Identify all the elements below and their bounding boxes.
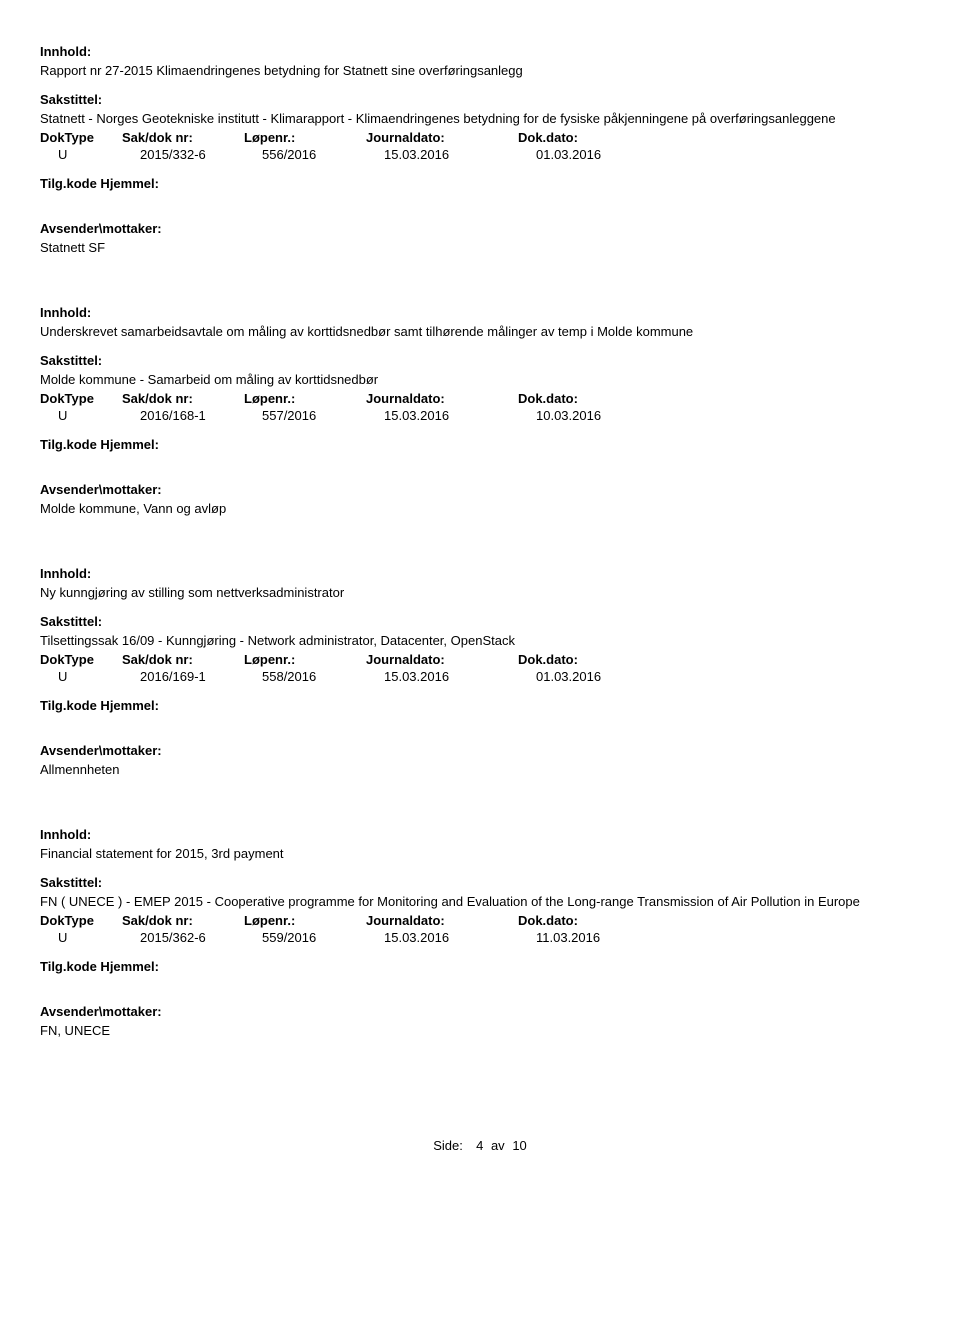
- col-dokdato: Dok.dato:: [518, 130, 638, 145]
- avsender-label: Avsender\mottaker:: [40, 482, 920, 497]
- innhold-text: Ny kunngjøring av stilling som nettverks…: [40, 585, 920, 600]
- innhold-text: Financial statement for 2015, 3rd paymen…: [40, 846, 920, 861]
- val-journal: 15.03.2016: [384, 147, 524, 162]
- val-journal: 15.03.2016: [384, 669, 524, 684]
- column-values: U 2015/362-6 559/2016 15.03.2016 11.03.2…: [40, 930, 920, 945]
- sakstittel-label: Sakstittel:: [40, 92, 920, 107]
- col-sakdok: Sak/dok nr:: [122, 913, 232, 928]
- journal-record: Innhold: Underskrevet samarbeidsavtale o…: [40, 305, 920, 516]
- val-doktype: U: [40, 669, 128, 684]
- innhold-label: Innhold:: [40, 44, 920, 59]
- col-doktype: DokType: [40, 391, 110, 406]
- page-number: 4: [476, 1138, 483, 1153]
- tilgkode-label: Tilg.kode Hjemmel:: [40, 698, 920, 713]
- col-lopenr: Løpenr.:: [244, 913, 354, 928]
- sakstittel-label: Sakstittel:: [40, 614, 920, 629]
- col-journal: Journaldato:: [366, 130, 506, 145]
- val-dokdato: 10.03.2016: [536, 408, 656, 423]
- column-values: U 2015/332-6 556/2016 15.03.2016 01.03.2…: [40, 147, 920, 162]
- column-headers: DokType Sak/dok nr: Løpenr.: Journaldato…: [40, 913, 920, 928]
- val-doktype: U: [40, 147, 128, 162]
- avsender-text: Statnett SF: [40, 240, 920, 255]
- val-sakdok: 2015/362-6: [140, 930, 250, 945]
- tilgkode-label: Tilg.kode Hjemmel:: [40, 959, 920, 974]
- avsender-label: Avsender\mottaker:: [40, 1004, 920, 1019]
- col-lopenr: Løpenr.:: [244, 652, 354, 667]
- val-lopenr: 557/2016: [262, 408, 372, 423]
- avsender-label: Avsender\mottaker:: [40, 743, 920, 758]
- sakstittel-text: FN ( UNECE ) - EMEP 2015 - Cooperative p…: [40, 894, 920, 909]
- col-sakdok: Sak/dok nr:: [122, 652, 232, 667]
- col-sakdok: Sak/dok nr:: [122, 130, 232, 145]
- journal-record: Innhold: Financial statement for 2015, 3…: [40, 827, 920, 1038]
- col-dokdato: Dok.dato:: [518, 652, 638, 667]
- column-values: U 2016/169-1 558/2016 15.03.2016 01.03.2…: [40, 669, 920, 684]
- val-doktype: U: [40, 408, 128, 423]
- sakstittel-text: Molde kommune - Samarbeid om måling av k…: [40, 372, 920, 387]
- innhold-label: Innhold:: [40, 305, 920, 320]
- val-sakdok: 2015/332-6: [140, 147, 250, 162]
- sakstittel-text: Tilsettingssak 16/09 - Kunngjøring - Net…: [40, 633, 920, 648]
- col-journal: Journaldato:: [366, 391, 506, 406]
- total-pages: 10: [512, 1138, 526, 1153]
- journal-record: Innhold: Ny kunngjøring av stilling som …: [40, 566, 920, 777]
- val-journal: 15.03.2016: [384, 930, 524, 945]
- val-dokdato: 01.03.2016: [536, 669, 656, 684]
- val-lopenr: 559/2016: [262, 930, 372, 945]
- avsender-text: Allmennheten: [40, 762, 920, 777]
- col-lopenr: Løpenr.:: [244, 391, 354, 406]
- val-lopenr: 558/2016: [262, 669, 372, 684]
- col-doktype: DokType: [40, 652, 110, 667]
- col-dokdato: Dok.dato:: [518, 391, 638, 406]
- col-journal: Journaldato:: [366, 913, 506, 928]
- sakstittel-label: Sakstittel:: [40, 875, 920, 890]
- col-doktype: DokType: [40, 913, 110, 928]
- column-headers: DokType Sak/dok nr: Løpenr.: Journaldato…: [40, 130, 920, 145]
- innhold-label: Innhold:: [40, 566, 920, 581]
- tilgkode-label: Tilg.kode Hjemmel:: [40, 176, 920, 191]
- journal-record: Innhold: Rapport nr 27-2015 Klimaendring…: [40, 44, 920, 255]
- val-sakdok: 2016/168-1: [140, 408, 250, 423]
- avsender-text: Molde kommune, Vann og avløp: [40, 501, 920, 516]
- col-dokdato: Dok.dato:: [518, 913, 638, 928]
- val-sakdok: 2016/169-1: [140, 669, 250, 684]
- avsender-label: Avsender\mottaker:: [40, 221, 920, 236]
- sakstittel-label: Sakstittel:: [40, 353, 920, 368]
- col-journal: Journaldato:: [366, 652, 506, 667]
- col-sakdok: Sak/dok nr:: [122, 391, 232, 406]
- val-dokdato: 11.03.2016: [536, 930, 656, 945]
- sakstittel-text: Statnett - Norges Geotekniske institutt …: [40, 111, 920, 126]
- val-doktype: U: [40, 930, 128, 945]
- val-journal: 15.03.2016: [384, 408, 524, 423]
- av-label: av: [491, 1138, 505, 1153]
- col-doktype: DokType: [40, 130, 110, 145]
- innhold-label: Innhold:: [40, 827, 920, 842]
- side-label: Side:: [433, 1138, 463, 1153]
- column-headers: DokType Sak/dok nr: Løpenr.: Journaldato…: [40, 391, 920, 406]
- column-values: U 2016/168-1 557/2016 15.03.2016 10.03.2…: [40, 408, 920, 423]
- tilgkode-label: Tilg.kode Hjemmel:: [40, 437, 920, 452]
- val-dokdato: 01.03.2016: [536, 147, 656, 162]
- column-headers: DokType Sak/dok nr: Løpenr.: Journaldato…: [40, 652, 920, 667]
- innhold-text: Rapport nr 27-2015 Klimaendringenes bety…: [40, 63, 920, 78]
- page-footer: Side: 4 av 10: [40, 1138, 920, 1153]
- val-lopenr: 556/2016: [262, 147, 372, 162]
- avsender-text: FN, UNECE: [40, 1023, 920, 1038]
- col-lopenr: Løpenr.:: [244, 130, 354, 145]
- innhold-text: Underskrevet samarbeidsavtale om måling …: [40, 324, 920, 339]
